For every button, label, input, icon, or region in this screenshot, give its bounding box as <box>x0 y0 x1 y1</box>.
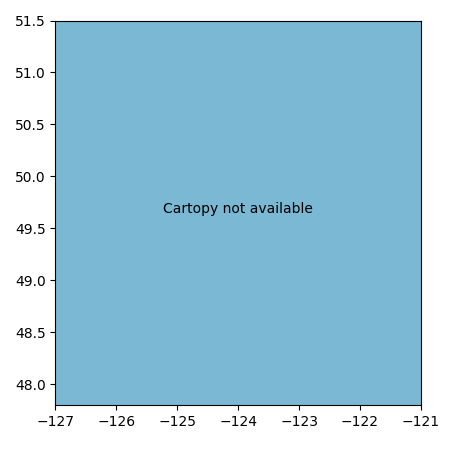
Text: Cartopy not available: Cartopy not available <box>163 202 313 216</box>
